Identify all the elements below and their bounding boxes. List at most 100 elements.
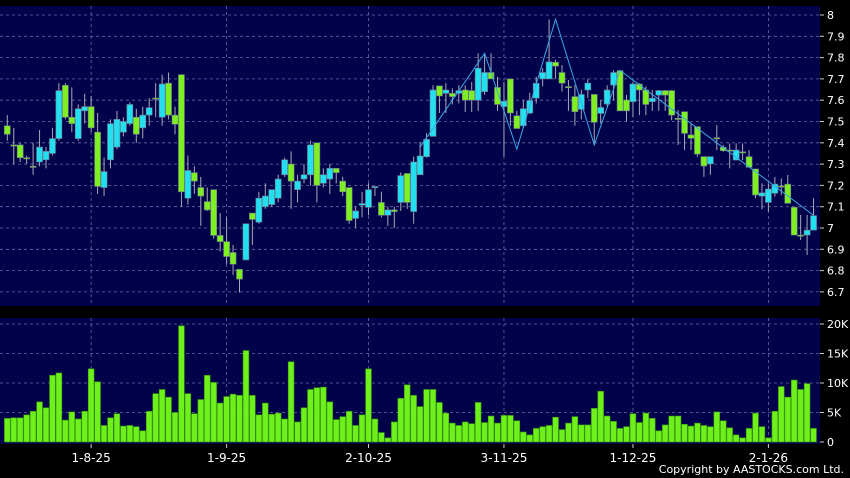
candle-body [145,107,153,116]
candle [565,79,572,111]
candle [320,168,327,188]
candle [10,127,18,165]
candle-body [545,61,553,80]
candle-body [661,90,669,96]
volume-bar [249,395,256,443]
volume-bar [668,415,675,443]
volume-bar [94,381,101,443]
volume-bar [152,393,159,443]
candle [68,87,76,133]
candle-body [152,97,159,100]
volume-bar [391,421,398,443]
volume-bar [16,417,24,443]
candle-body [29,165,37,168]
volume-bar [474,402,482,443]
candle [584,78,592,99]
candle [81,93,88,124]
candle-body [320,174,327,184]
candle-body [274,178,282,199]
candle [507,78,514,126]
candle [249,212,256,246]
candle [648,89,656,111]
volume-bar [790,379,798,443]
candle [416,141,424,176]
price-tick-label: 7.8 [827,52,845,65]
candle-body [771,183,779,194]
candle-body [623,99,630,112]
volume-bar [229,393,237,443]
candle [668,89,675,121]
volume-bar [552,416,559,443]
volume-bar [442,412,450,443]
candle-body [42,151,50,161]
candle [442,83,450,113]
candle-body [371,186,379,188]
candle-body [223,241,230,257]
candle [655,89,663,111]
price-tick-label: 7.4 [827,137,845,150]
volume-tick-label: 0 [827,436,834,449]
candle [629,81,637,118]
candle [100,157,108,197]
candle-body [584,82,592,91]
volume-bar [526,434,533,443]
candle [378,191,385,218]
price-tick-label: 7.5 [827,116,845,129]
volume-bar [326,401,333,443]
candle-body [242,223,250,261]
date-tick-label: 1-8-25 [72,451,111,465]
candle-body [423,139,430,157]
volume-bar [4,418,11,443]
candle-body [803,229,811,236]
volume-bar [223,396,230,443]
candle-body [494,87,501,105]
volume-bar [500,415,508,443]
volume-bar [133,426,140,443]
volume-bar [649,418,656,443]
candle [274,174,282,203]
candle-body [449,93,456,97]
candle [700,156,708,177]
volume-bar [765,437,772,443]
candle-body [674,118,682,120]
candle-body [571,96,579,113]
candle-body [642,89,650,105]
volume-bar [642,412,650,443]
candle [403,173,411,209]
candle [36,130,43,167]
volume-bar [333,419,340,443]
volume-bar [126,425,134,443]
candle [500,82,508,157]
volume-bar [262,402,269,443]
price-tick-label: 6.7 [827,286,845,299]
candle [210,189,217,239]
price-tick-label: 7.3 [827,158,845,171]
candle-body [700,156,708,167]
volume-bar [320,386,327,443]
candle-body [629,83,637,102]
axis-labels: 6.7 6.8 6.9 7 7.1 7.2 7.3 7.4 7.5 7.6 7.7 7.8 7.9 8 0 5… [72,9,849,465]
volume-bar [255,414,263,443]
candle [365,183,372,216]
volume-bar [139,430,146,443]
candle [552,59,559,79]
volume-bar [558,429,566,443]
candle-body [287,163,295,182]
candle-body [603,89,611,105]
candle-body [307,144,314,176]
candle-body [758,192,766,197]
candle-body [442,89,450,94]
volume-bar [494,422,501,443]
volume-bar [449,422,456,443]
volume-bar [68,411,76,443]
candle [261,183,269,209]
candle-body [784,183,792,204]
volume-bar [184,393,192,443]
volume-bar [178,325,185,443]
candle-body [707,156,714,165]
volume-bar [42,407,50,443]
candle-body [36,146,43,163]
candle-body [178,74,185,193]
volume-bar [455,425,462,443]
candle-body [436,85,443,97]
